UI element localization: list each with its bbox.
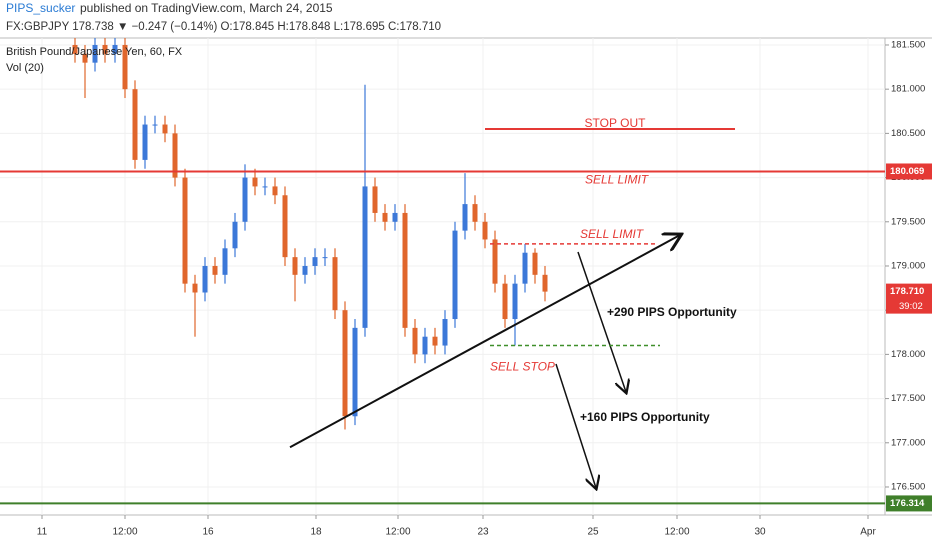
published: published on TradingView.com, March 24, … [80,1,333,15]
last-price-label: 178.710 [890,286,924,297]
candle-body [492,239,498,284]
x-tick-label: 25 [587,527,599,538]
candle-body [302,265,308,275]
candle-body [402,212,408,328]
chart-title: British Pound/Japanese Yen, 60, FX [6,46,183,58]
x-tick-label: 16 [202,527,214,538]
candle-body [512,283,518,320]
y-tick-label: 176.500 [891,481,925,492]
candle-body [392,212,398,222]
candle-body [462,204,468,231]
candle-body [202,265,208,293]
level-box [886,495,932,512]
y-tick-label: 177.500 [891,393,925,404]
sell-stop-label: SELL STOP [490,360,555,374]
candle-body [92,44,98,63]
candle-body [222,248,228,275]
x-tick-label: 23 [477,527,489,538]
arrow [555,363,596,488]
candle-body [72,44,78,54]
candle-body [112,44,118,54]
candle-body [442,319,448,346]
candle-body [482,221,488,240]
y-tick-label: 177.000 [891,437,925,448]
candle-body [182,177,188,284]
level-annotation: SELL LIMIT [585,173,650,187]
candle-body [532,252,538,275]
candle-body [122,44,128,90]
candle-body [292,257,298,275]
x-tick-label: Apr [860,527,876,538]
candle-body [282,195,288,258]
level-label: 180.069 [890,166,924,177]
chart-subtitle: Vol (20) [6,62,44,74]
countdown: 39:02 [899,301,923,312]
candle-body [372,186,378,213]
y-tick-label: 180.500 [891,128,925,139]
author: PIPS_sucker [6,1,75,15]
opportunity-label: +290 PIPS Opportunity [607,305,737,319]
candle-body [412,327,418,355]
candle-body [262,186,268,188]
level-label: 176.314 [890,498,925,509]
candle-body [172,133,178,178]
candle-body [252,177,258,187]
candle-body [472,204,478,222]
y-tick-label: 181.000 [891,84,925,95]
x-tick-label: 30 [754,527,766,538]
candle-body [102,44,108,54]
candle-body [542,274,548,292]
candle-body [352,327,358,417]
candle-body [192,283,198,293]
y-tick-label: 181.500 [891,39,925,50]
x-tick-label: 18 [310,527,322,538]
candle-body [422,336,428,355]
candle-body [362,186,368,328]
arrow [577,251,626,392]
candle-body [152,124,158,126]
x-tick-label: 12:00 [112,527,137,538]
candle-body [452,230,458,320]
x-tick-label: 11 [37,527,48,538]
y-tick-label: 178.000 [891,349,925,360]
opportunity-label: +160 PIPS Opportunity [580,410,710,424]
y-tick-label: 179.000 [891,260,925,271]
x-tick-label: 12:00 [664,527,689,538]
candle-body [322,257,328,259]
candle-body [132,89,138,160]
candle-body [242,177,248,222]
candle-body [272,186,278,196]
sell-limit-label: SELL LIMIT [580,227,645,241]
x-tick-label: 12:00 [385,527,410,538]
candle-body [162,124,168,134]
y-tick-label: 179.500 [891,216,925,227]
candle-body [212,265,218,275]
candle-body [342,310,348,417]
candle-body [382,212,388,222]
stop-out-label: STOP OUT [585,116,647,130]
candle-body [332,257,338,311]
last-price-box [886,283,932,314]
candle-body [502,283,508,320]
candle-body [142,124,148,160]
candle-body [82,53,88,63]
trendline [289,235,680,449]
quote: FX:GBPJPY 178.738 ▼ −0.247 (−0.14%) O:17… [6,21,441,33]
candle-body [232,221,238,249]
candle-body [522,252,528,284]
candle-body [432,336,438,346]
candle-body [312,257,318,266]
level-box [886,163,932,180]
